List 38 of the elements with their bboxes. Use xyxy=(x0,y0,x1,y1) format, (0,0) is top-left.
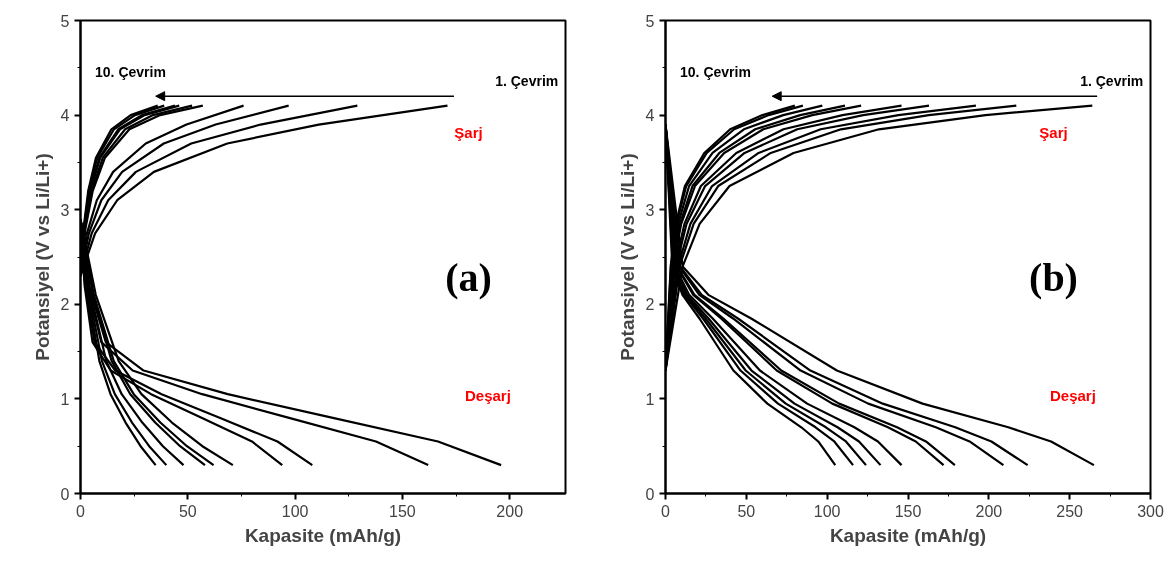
annotation: 1. Çevrim xyxy=(495,73,559,90)
annotation: Deşarj xyxy=(464,386,511,404)
y-tick-label: 2 xyxy=(60,296,70,314)
annotation: 1. Çevrim xyxy=(1080,73,1144,90)
x-tick-label: 100 xyxy=(813,502,841,520)
y-tick-label: 0 xyxy=(60,485,70,503)
y-tick-label: 3 xyxy=(60,201,70,219)
annotation: Şarj xyxy=(1039,124,1068,142)
annotation: (b) xyxy=(1029,254,1078,300)
x-axis-title: Kapasite (mAh/g) xyxy=(829,524,987,546)
x-tick-label: 150 xyxy=(894,502,922,520)
y-axis-title: Potansiyel (V vs Li/Li+) xyxy=(616,153,638,361)
x-tick-label: 200 xyxy=(975,502,1003,520)
x-tick-label: 150 xyxy=(389,502,416,520)
y-tick-label: 5 xyxy=(645,12,655,30)
annotation: (a) xyxy=(445,254,492,300)
annotation: Deşarj xyxy=(1049,386,1096,404)
annotation: Şarj xyxy=(454,124,483,142)
y-tick-label: 2 xyxy=(645,296,655,314)
annotation: 10. Çevrim xyxy=(95,63,166,80)
y-tick-label: 1 xyxy=(60,390,70,408)
x-tick-label: 50 xyxy=(178,502,197,520)
x-tick-label: 50 xyxy=(737,502,756,520)
x-axis-title: Kapasite (mAh/g) xyxy=(244,524,402,546)
y-tick-label: 0 xyxy=(645,485,655,503)
x-tick-label: 0 xyxy=(661,502,671,520)
y-tick-label: 1 xyxy=(645,390,655,408)
y-tick-label: 5 xyxy=(60,12,70,30)
annotation: 10. Çevrim xyxy=(680,63,751,80)
y-tick-label: 4 xyxy=(645,107,655,125)
x-tick-label: 200 xyxy=(496,502,524,520)
x-tick-label: 300 xyxy=(1137,502,1164,520)
y-axis-title: Potansiyel (V vs Li/Li+) xyxy=(31,153,53,361)
x-tick-label: 250 xyxy=(1056,502,1084,520)
y-tick-label: 4 xyxy=(60,107,70,125)
y-tick-label: 3 xyxy=(645,201,655,219)
x-tick-label: 0 xyxy=(76,502,86,520)
x-tick-label: 100 xyxy=(281,502,309,520)
